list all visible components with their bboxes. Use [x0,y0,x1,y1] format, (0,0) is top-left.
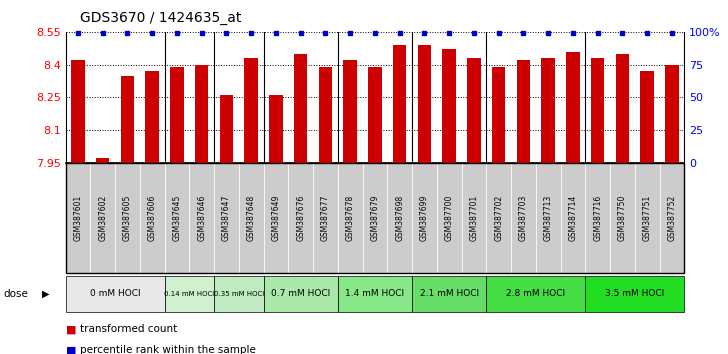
Text: GSM387698: GSM387698 [395,195,404,241]
Bar [616,54,629,163]
Bar [443,49,456,163]
Text: GSM387645: GSM387645 [173,194,181,241]
Text: GSM387649: GSM387649 [272,194,280,241]
Text: GSM387678: GSM387678 [346,195,355,241]
Bar [665,65,678,163]
Text: 3.5 mM HOCl: 3.5 mM HOCl [605,289,665,298]
Bar [220,95,233,163]
Text: GSM387716: GSM387716 [593,195,602,241]
Text: GSM387646: GSM387646 [197,194,206,241]
Bar [492,67,505,163]
Bar [393,45,406,163]
Bar [294,54,307,163]
Text: 2.8 mM HOCl: 2.8 mM HOCl [506,289,566,298]
Text: percentile rank within the sample: percentile rank within the sample [80,346,256,354]
Bar [245,58,258,163]
Text: GSM387752: GSM387752 [668,195,676,241]
Text: GSM387751: GSM387751 [643,195,652,241]
Bar [344,60,357,163]
Text: 0.14 mM HOCl: 0.14 mM HOCl [164,291,215,297]
Bar [269,95,282,163]
Text: GSM387701: GSM387701 [470,195,478,241]
Text: GSM387602: GSM387602 [98,195,107,241]
Text: transformed count: transformed count [80,324,178,334]
Bar [467,58,480,163]
Bar [170,67,183,163]
Text: 0.35 mM HOCl: 0.35 mM HOCl [213,291,264,297]
Bar [418,45,431,163]
Bar [566,51,579,163]
Text: GSM387714: GSM387714 [569,195,577,241]
Bar [368,67,381,163]
Text: GSM387750: GSM387750 [618,194,627,241]
Text: GSM387679: GSM387679 [371,194,379,241]
Text: GSM387605: GSM387605 [123,194,132,241]
Text: GSM387606: GSM387606 [148,194,157,241]
Bar [71,60,84,163]
Bar [517,60,530,163]
Text: GSM387676: GSM387676 [296,194,305,241]
Text: ▶: ▶ [41,289,49,299]
Text: GSM387677: GSM387677 [321,194,330,241]
Bar [591,58,604,163]
Text: ■: ■ [66,346,76,354]
Text: 2.1 mM HOCl: 2.1 mM HOCl [419,289,479,298]
Text: GSM387702: GSM387702 [494,195,503,241]
Bar [96,159,109,163]
Bar [542,58,555,163]
Text: GSM387601: GSM387601 [74,195,82,241]
Bar [121,75,134,163]
Text: GSM387700: GSM387700 [445,194,454,241]
Text: GSM387648: GSM387648 [247,195,256,241]
Text: ■: ■ [66,324,76,334]
Bar [146,71,159,163]
Text: GSM387703: GSM387703 [519,194,528,241]
Text: GDS3670 / 1424635_at: GDS3670 / 1424635_at [80,11,242,25]
Text: 0.7 mM HOCl: 0.7 mM HOCl [271,289,331,298]
Text: GSM387699: GSM387699 [420,194,429,241]
Text: GSM387713: GSM387713 [544,195,553,241]
Text: 1.4 mM HOCl: 1.4 mM HOCl [345,289,405,298]
Bar [319,67,332,163]
Text: dose: dose [4,289,28,299]
Bar [195,65,208,163]
Bar [641,71,654,163]
Text: GSM387647: GSM387647 [222,194,231,241]
Text: 0 mM HOCl: 0 mM HOCl [90,289,141,298]
